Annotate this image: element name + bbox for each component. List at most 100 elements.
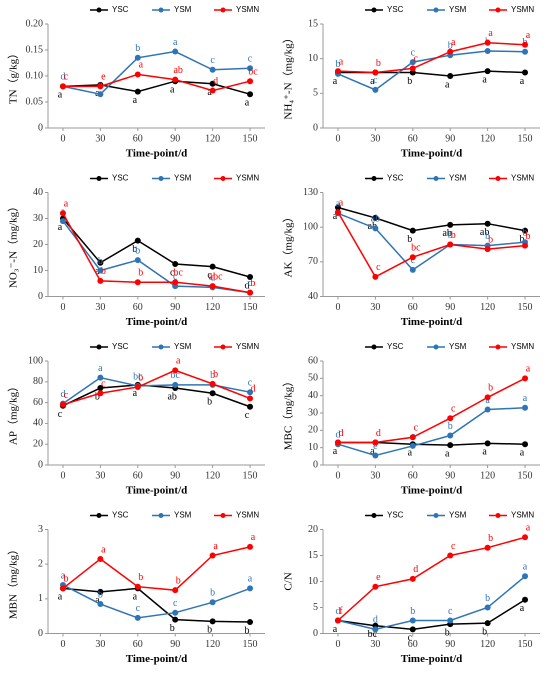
data-point: [209, 599, 216, 606]
significance-letter: b: [251, 278, 256, 289]
legend-marker: [433, 513, 439, 518]
data-point: [484, 220, 491, 227]
significance-letter: c: [101, 379, 106, 390]
significance-letter: b: [335, 59, 340, 70]
x-tick-label: 150: [518, 470, 533, 481]
series-line: [62, 587, 251, 623]
data-point: [97, 385, 104, 392]
significance-letter: a: [101, 544, 106, 555]
significance-letter: b: [482, 626, 487, 637]
significance-letter: b: [138, 267, 143, 278]
legend-marker: [371, 344, 377, 350]
data-point: [522, 41, 529, 48]
x-tick-label: 120: [205, 133, 220, 144]
legend-marker: [96, 7, 102, 13]
significance-letter: a: [339, 197, 344, 208]
data-point: [484, 39, 491, 46]
y-tick-label: 10: [33, 265, 43, 276]
significance-letter: b: [101, 266, 106, 277]
significance-letter: c: [451, 541, 456, 552]
significance-letter: c: [408, 633, 413, 644]
significance-letter: b: [98, 256, 103, 267]
y-tick-label: 3: [38, 524, 43, 535]
significance-letter: d: [210, 273, 215, 284]
data-point: [522, 69, 529, 76]
x-axis-title: Time-point/d: [401, 485, 463, 497]
data-point: [209, 618, 216, 625]
series-line: [62, 212, 251, 294]
significance-letter: b: [448, 40, 453, 51]
data-point: [172, 587, 179, 594]
significance-letter: a: [488, 28, 493, 39]
x-tick-label: 30: [95, 470, 105, 481]
significance-letter: c: [414, 54, 419, 65]
significance-letter: b: [407, 76, 412, 87]
x-tick-label: 150: [243, 470, 258, 481]
significance-letter: b: [488, 234, 493, 245]
data-point: [522, 534, 529, 541]
data-point: [172, 616, 179, 623]
significance-letter: abc: [209, 271, 223, 282]
legend-marker: [433, 344, 439, 350]
legend-marker: [495, 7, 501, 13]
y-tick-label: 0.10: [26, 70, 44, 81]
significance-letter: c: [414, 423, 419, 434]
x-axis-title: Time-point/d: [126, 485, 188, 497]
data-point: [522, 242, 529, 249]
x-axis-title: Time-point/d: [126, 316, 188, 328]
data-point: [334, 204, 341, 211]
significance-letter: ab: [480, 227, 489, 238]
data-point: [409, 266, 416, 273]
significance-letter: c: [170, 267, 175, 278]
x-axis-title: Time-point/d: [126, 148, 188, 160]
significance-letter: a: [333, 446, 338, 457]
data-point: [247, 395, 254, 402]
data-point: [334, 617, 341, 624]
data-point: [247, 91, 254, 98]
data-point: [372, 86, 379, 93]
significance-letter: a: [213, 541, 218, 552]
y-tick-label: 20: [308, 524, 318, 535]
significance-letter: a: [408, 447, 413, 458]
y-tick-label: 20: [33, 239, 43, 250]
x-tick-label: 60: [408, 302, 418, 313]
data-point: [97, 588, 104, 595]
data-point: [134, 54, 141, 61]
y-tick-label: 0: [38, 122, 43, 133]
significance-letter: c: [207, 270, 212, 281]
x-tick-label: 90: [445, 133, 455, 144]
x-tick-label: 90: [445, 639, 455, 650]
x-tick-label: 60: [133, 133, 143, 144]
data-point: [334, 68, 341, 75]
data-point: [172, 609, 179, 616]
significance-letter: b: [95, 391, 100, 402]
significance-letter: b: [210, 370, 215, 381]
data-point: [134, 279, 141, 286]
significance-letter: d: [335, 606, 340, 617]
data-point: [409, 65, 416, 72]
significance-letter: ab: [371, 214, 380, 225]
data-point: [484, 48, 491, 55]
data-point: [209, 380, 216, 387]
significance-letter: c: [173, 271, 178, 282]
data-point: [97, 601, 104, 608]
legend-marker: [371, 176, 377, 181]
y-tick-label: 10: [308, 576, 318, 587]
data-point: [372, 273, 379, 280]
data-point: [209, 552, 216, 559]
significance-letter: b: [448, 230, 453, 241]
x-tick-label: 0: [335, 133, 340, 144]
y-tick-label: 130: [303, 187, 318, 198]
significance-letter: b: [520, 234, 525, 245]
x-tick-label: 120: [480, 302, 495, 313]
x-tick-label: 0: [60, 639, 65, 650]
data-point: [172, 367, 179, 374]
significance-letter: c: [245, 410, 250, 421]
legend-marker: [495, 344, 501, 350]
x-tick-label: 90: [170, 639, 180, 650]
series-line: [62, 584, 251, 619]
series-line: [337, 536, 526, 622]
significance-letter: a: [451, 37, 456, 48]
x-tick-label: 0: [335, 639, 340, 650]
